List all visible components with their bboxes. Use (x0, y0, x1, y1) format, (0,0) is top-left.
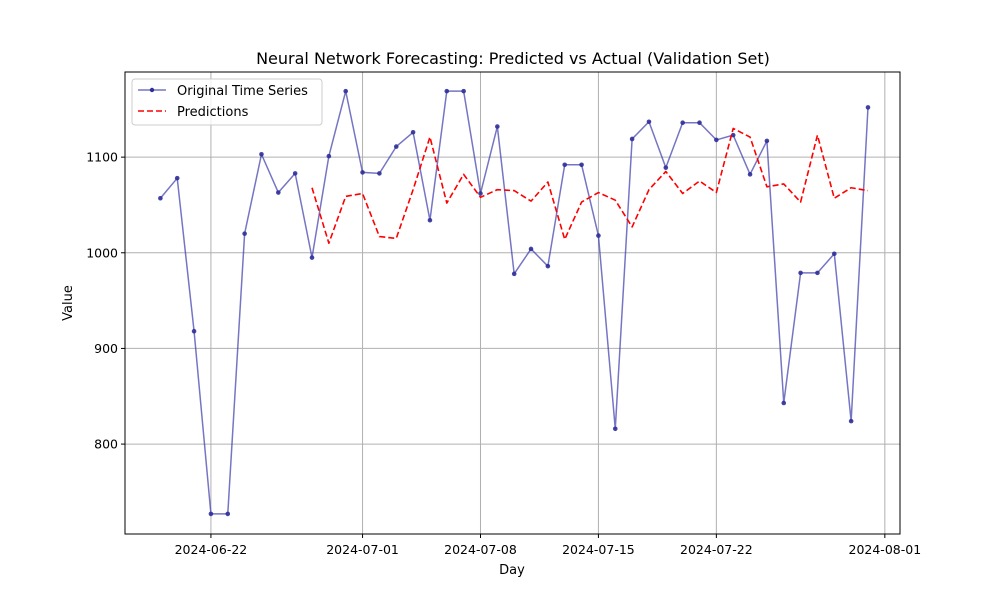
legend: Original Time Series Predictions (131, 78, 323, 126)
series-original-point (208, 511, 214, 517)
series-predictions-line (311, 127, 869, 245)
series-original-point (714, 137, 719, 143)
series-original-point (697, 120, 702, 125)
y-tick-label: 800 (94, 437, 118, 452)
series-original-point (612, 426, 618, 432)
series-original-point (528, 246, 534, 252)
series-original-point (478, 191, 483, 196)
series-original-point (410, 129, 416, 135)
x-tick-label: 2024-07-15 (562, 542, 635, 557)
series-original-point (545, 263, 551, 269)
series-original-point (158, 195, 163, 201)
series-original-point (309, 255, 315, 260)
series-original-point (427, 217, 433, 223)
series-original-point (461, 88, 466, 94)
series-original-point (191, 328, 197, 334)
series-original-point (495, 124, 500, 129)
legend-marker-original (149, 87, 155, 93)
series-original-point (646, 119, 652, 125)
x-tick-label: 2024-07-22 (680, 542, 753, 557)
series-original-point (764, 138, 770, 144)
x-tick-label: 2024-06-22 (175, 542, 248, 557)
series-original-point (377, 171, 382, 176)
chart-title: Neural Network Forecasting: Predicted vs… (256, 49, 770, 68)
series-original-point (393, 144, 399, 149)
x-tick-label: 2024-08-01 (849, 542, 922, 557)
series-original-point (596, 233, 601, 238)
series-original-point (174, 175, 180, 181)
series-original-point (444, 88, 450, 94)
series-original-point (292, 171, 298, 176)
series-original-point (680, 120, 685, 125)
axis-ticks: 800 900 1000 1100 2024-06-22 2024-07-01 2024-0… (86, 150, 921, 557)
y-axis-label: Value (61, 285, 76, 321)
series-original-point (815, 270, 820, 276)
series-original-point (225, 511, 231, 517)
series-original-point (562, 162, 568, 168)
series-original-point (326, 153, 332, 159)
x-tick-label: 2024-07-08 (444, 542, 517, 557)
series-original-point (747, 172, 753, 177)
series-original-point (276, 190, 281, 195)
y-tick-label: 1100 (86, 150, 118, 165)
series-original-point (343, 88, 349, 94)
series-original-point (579, 162, 584, 168)
series-original-point (831, 251, 837, 257)
series-original-point (865, 105, 871, 110)
plot-frame (124, 71, 901, 535)
y-tick-label: 900 (94, 341, 118, 356)
legend-label-predictions: Predictions (177, 105, 249, 120)
series-original-point (242, 231, 247, 236)
legend-label-original: Original Time Series (177, 84, 308, 99)
series-original-point (511, 271, 517, 277)
series-original-point (730, 132, 736, 138)
series-original-point (360, 170, 365, 175)
series-original-point (781, 400, 787, 406)
series-layer (158, 88, 871, 517)
x-tick-label: 2024-07-01 (326, 542, 399, 557)
series-original-point (848, 418, 854, 424)
series-original-point (629, 136, 635, 142)
series-original-point (798, 270, 803, 276)
y-tick-label: 1000 (86, 245, 118, 260)
legend-box (131, 78, 323, 126)
series-original-point (259, 151, 264, 157)
x-axis-label: Day (499, 563, 525, 578)
series-original-point (663, 165, 669, 170)
